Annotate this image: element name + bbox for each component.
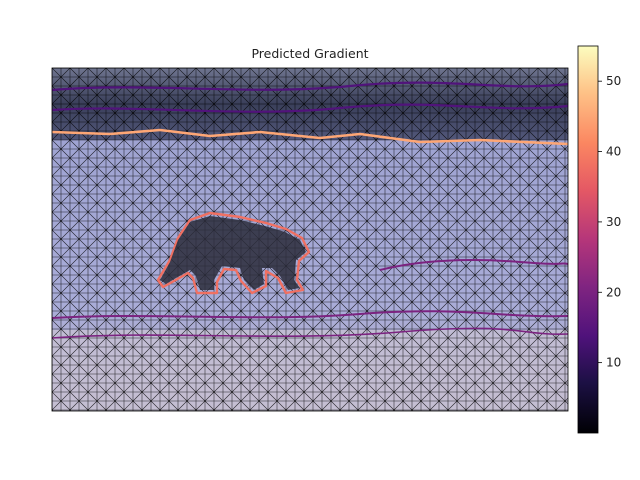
- water-band-edge: [52, 103, 568, 113]
- plot-frame: [51, 67, 569, 412]
- snow-ridge-edge: [52, 327, 568, 339]
- colorbar-ticks: 10 20 30 40 50: [598, 74, 621, 370]
- colorbar-tick-label: 20: [606, 285, 621, 299]
- gradient-edges: [52, 81, 568, 339]
- bear-outline: [156, 211, 311, 295]
- snow-ridge-edge: [379, 259, 568, 271]
- bear-silhouette: [160, 216, 306, 290]
- colorbar-gradient: [577, 45, 599, 434]
- snow-ridge-edge: [52, 310, 568, 319]
- colorbar-tick-label: 30: [606, 215, 621, 229]
- plot-area: [52, 68, 568, 411]
- snow-field-lower: [52, 330, 568, 411]
- shoreline-edge: [52, 128, 568, 146]
- colorbar-tick-label: 50: [606, 74, 621, 88]
- colorbar-tick-label: 40: [606, 145, 621, 159]
- chart-title: Predicted Gradient: [251, 46, 368, 61]
- water-band-edge: [52, 81, 568, 92]
- colorbar-tick-label: 10: [606, 356, 621, 370]
- colorbar: 10 20 30 40 50: [577, 45, 621, 434]
